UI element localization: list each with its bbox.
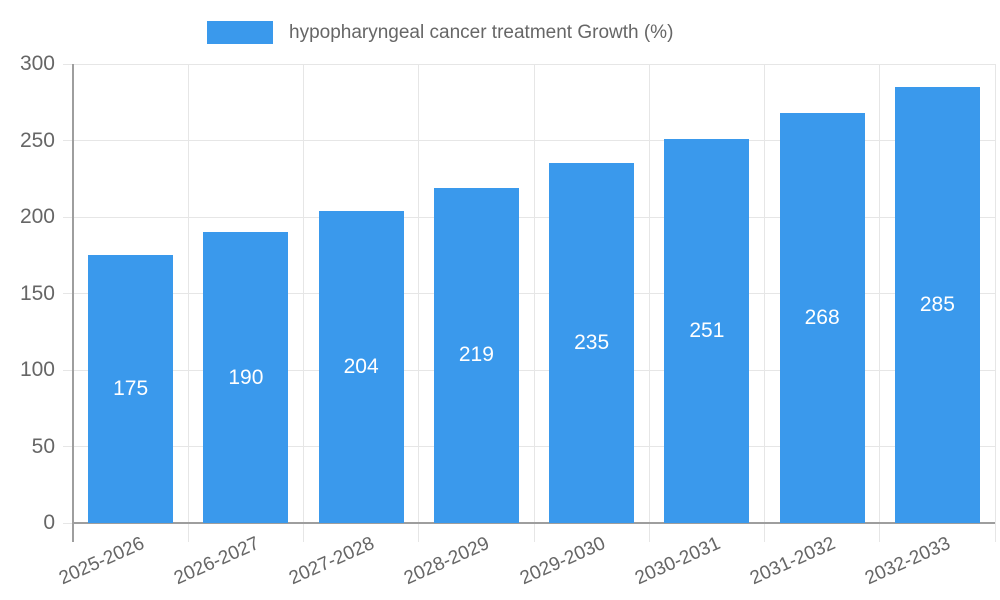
bar[interactable]: 235	[549, 163, 635, 523]
v-gridline	[418, 64, 420, 523]
bar-value-label: 219	[458, 343, 494, 367]
y-tick-label: 250	[19, 128, 55, 152]
y-tick-mark	[63, 369, 73, 371]
y-tick-label: 100	[19, 358, 55, 381]
v-gridline	[648, 64, 650, 523]
v-gridline	[764, 64, 765, 523]
bar-value-label: 190	[228, 365, 264, 389]
x-tick-mark	[879, 523, 881, 542]
bar[interactable]: 219	[433, 187, 519, 523]
bar[interactable]: 190	[203, 232, 289, 523]
x-tick-mark	[648, 523, 650, 542]
x-tick-mark	[303, 523, 304, 542]
x-tick-mark	[764, 523, 765, 542]
y-tick-mark	[63, 216, 73, 218]
v-gridline	[533, 64, 535, 523]
y-tick-mark	[63, 522, 73, 524]
legend-swatch[interactable]	[207, 21, 273, 44]
x-axis-line	[73, 522, 995, 524]
y-tick-mark	[63, 293, 73, 294]
y-tick-mark	[63, 140, 73, 141]
y-tick-label: 200	[19, 205, 55, 228]
bar[interactable]: 268	[779, 112, 865, 523]
bar-value-label: 251	[689, 318, 725, 342]
legend-label[interactable]: hypopharyngeal cancer treatment Growth (…	[289, 22, 674, 43]
x-tick-mark	[187, 523, 189, 542]
bar[interactable]: 204	[318, 210, 404, 523]
y-tick-mark	[63, 63, 73, 65]
bar-value-label: 285	[919, 292, 955, 316]
x-tick-mark	[994, 523, 996, 542]
bar[interactable]: 175	[88, 255, 174, 523]
y-tick-label: 150	[19, 281, 55, 305]
v-gridline	[994, 64, 996, 523]
v-gridline	[187, 64, 189, 523]
bar[interactable]: 285	[894, 86, 980, 523]
y-axis-line	[72, 64, 74, 542]
y-tick-mark	[63, 446, 73, 447]
y-tick-label: 0	[43, 511, 55, 534]
x-tick-mark	[418, 523, 420, 542]
x-tick-mark	[533, 523, 535, 542]
bar[interactable]: 251	[664, 138, 750, 523]
bar-value-label: 268	[804, 305, 840, 329]
v-gridline	[879, 64, 881, 523]
bar-value-label: 204	[343, 354, 379, 378]
bar-value-label: 175	[113, 377, 149, 401]
bar-value-label: 235	[574, 331, 610, 355]
y-tick-label: 300	[19, 52, 55, 75]
y-tick-label: 50	[31, 434, 55, 458]
v-gridline	[303, 64, 304, 523]
